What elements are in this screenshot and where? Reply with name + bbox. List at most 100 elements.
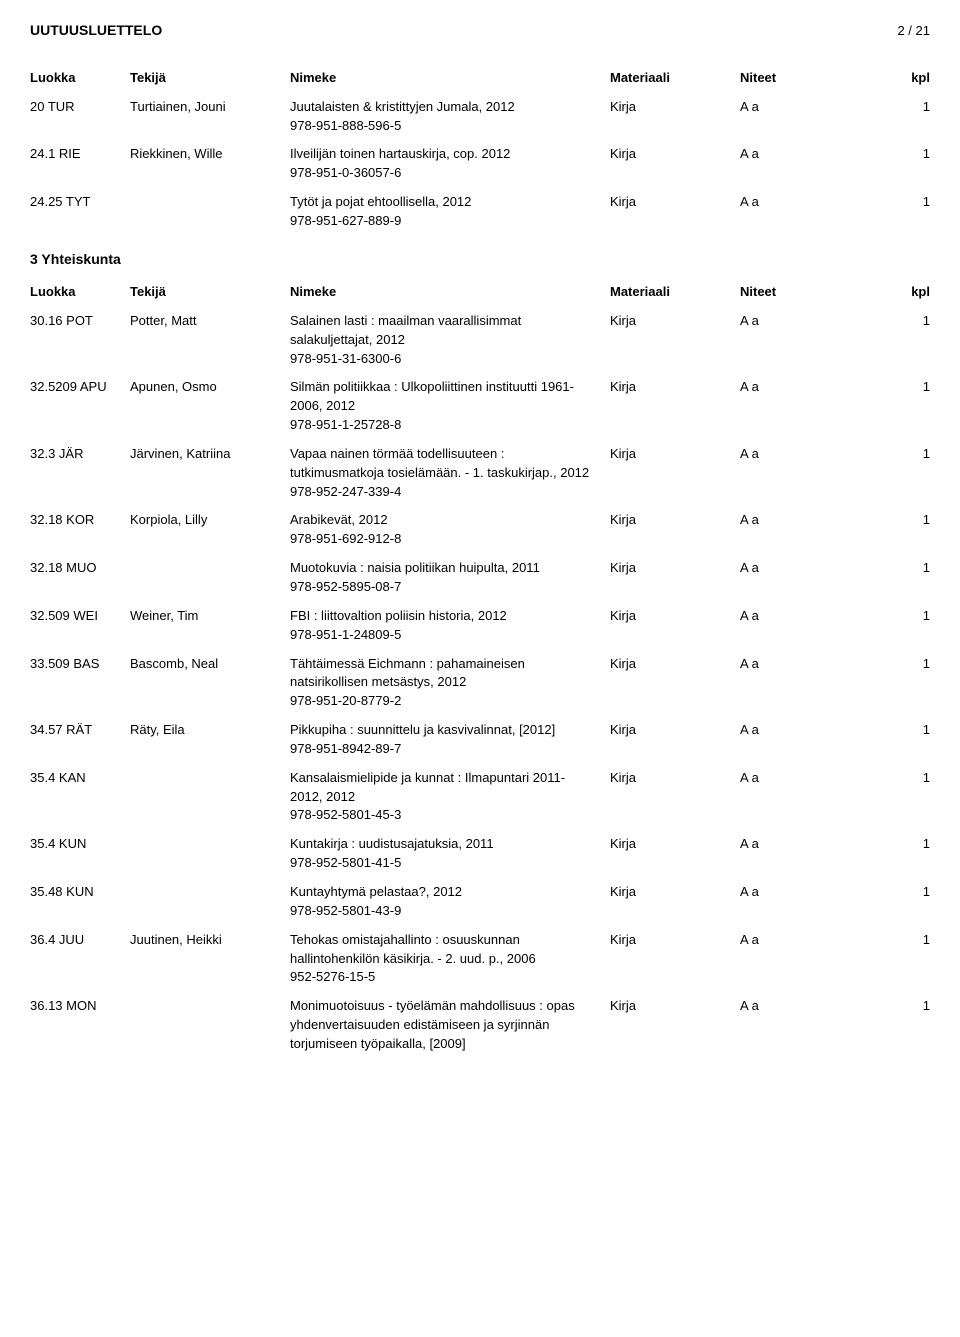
cell-tekija: Korpiola, Lilly [130,511,290,530]
cell-niteet: A a [740,721,870,740]
cell-nimeke: Vapaa nainen törmää todellisuuteen : tut… [290,445,610,502]
cell-tekija: Turtiainen, Jouni [130,98,290,117]
nimeke-title: FBI : liittovaltion poliisin historia, 2… [290,607,590,626]
cell-materiaali: Kirja [610,98,740,117]
table-row: 30.16 POTPotter, MattSalainen lasti : ma… [30,312,930,369]
nimeke-title: Ilveilijän toinen hartauskirja, cop. 201… [290,145,590,164]
document-title: UUTUUSLUETTELO [30,20,162,40]
cell-nimeke: Kuntakirja : uudistusajatuksia, 2011978-… [290,835,610,873]
cell-luokka: 35.4 KAN [30,769,130,788]
cell-niteet: A a [740,378,870,397]
nimeke-title: Silmän politiikkaa : Ulkopoliittinen ins… [290,378,590,416]
cell-materiaali: Kirja [610,769,740,788]
table-row: 35.4 KUN Kuntakirja : uudistusajatuksia, … [30,835,930,873]
cell-luokka: 32.5209 APU [30,378,130,397]
cell-nimeke: Salainen lasti : maailman vaarallisimmat… [290,312,610,369]
cell-tekija: Potter, Matt [130,312,290,331]
cell-niteet: A a [740,769,870,788]
cell-materiaali: Kirja [610,835,740,854]
cell-kpl: 1 [870,721,930,740]
cell-materiaali: Kirja [610,378,740,397]
cell-niteet: A a [740,193,870,212]
cell-luokka: 32.18 MUO [30,559,130,578]
cell-niteet: A a [740,559,870,578]
nimeke-isbn: 978-951-1-25728-8 [290,416,590,435]
cell-tekija: Juutinen, Heikki [130,931,290,950]
col-header-nimeke: Nimeke [290,283,610,302]
cell-kpl: 1 [870,931,930,950]
cell-nimeke: Kuntayhtymä pelastaa?, 2012978-952-5801-… [290,883,610,921]
nimeke-isbn: 978-951-627-889-9 [290,212,590,231]
nimeke-isbn: 978-951-888-596-5 [290,117,590,136]
col-header-niteet: Niteet [740,69,870,88]
nimeke-title: Salainen lasti : maailman vaarallisimmat… [290,312,590,350]
cell-niteet: A a [740,931,870,950]
cell-nimeke: Tähtäimessä Eichmann : pahamaineisen nat… [290,655,610,712]
cell-luokka: 35.4 KUN [30,835,130,854]
col-header-niteet: Niteet [740,283,870,302]
nimeke-isbn: 978-951-31-6300-6 [290,350,590,369]
nimeke-title: Juutalaisten & kristittyjen Jumala, 2012 [290,98,590,117]
nimeke-title: Kansalaismielipide ja kunnat : Ilmapunta… [290,769,590,807]
cell-kpl: 1 [870,378,930,397]
cell-materiaali: Kirja [610,931,740,950]
section1-rows: 20 TURTurtiainen, JouniJuutalaisten & kr… [30,98,930,231]
cell-nimeke: Tytöt ja pojat ehtoollisella, 2012978-95… [290,193,610,231]
table-row: 32.5209 APUApunen, OsmoSilmän politiikka… [30,378,930,435]
cell-niteet: A a [740,997,870,1016]
cell-materiaali: Kirja [610,312,740,331]
nimeke-isbn: 978-952-5895-08-7 [290,578,590,597]
cell-nimeke: Muotokuvia : naisia politiikan huipulta,… [290,559,610,597]
nimeke-title: Tähtäimessä Eichmann : pahamaineisen nat… [290,655,590,693]
cell-nimeke: Kansalaismielipide ja kunnat : Ilmapunta… [290,769,610,826]
table-row: 35.4 KAN Kansalaismielipide ja kunnat : I… [30,769,930,826]
table-row: 24.25 TYT Tytöt ja pojat ehtoollisella, 2… [30,193,930,231]
cell-materiaali: Kirja [610,883,740,902]
cell-nimeke: Tehokas omistajahallinto : osuuskunnan h… [290,931,610,988]
cell-nimeke: Juutalaisten & kristittyjen Jumala, 2012… [290,98,610,136]
cell-luokka: 36.13 MON [30,997,130,1016]
cell-niteet: A a [740,145,870,164]
cell-nimeke: Silmän politiikkaa : Ulkopoliittinen ins… [290,378,610,435]
cell-tekija: Apunen, Osmo [130,378,290,397]
table-row: 35.48 KUNKuntayhtymä pelastaa?, 2012978-… [30,883,930,921]
col-header-materiaali: Materiaali [610,69,740,88]
nimeke-title: Pikkupiha : suunnittelu ja kasvivalinnat… [290,721,590,740]
cell-niteet: A a [740,312,870,331]
cell-kpl: 1 [870,835,930,854]
document-header: UUTUUSLUETTELO 2 / 21 [30,20,930,41]
cell-niteet: A a [740,98,870,117]
cell-tekija: Weiner, Tim [130,607,290,626]
table-row: 32.18 MUO Muotokuvia : naisia politiikan … [30,559,930,597]
table-row: 20 TURTurtiainen, JouniJuutalaisten & kr… [30,98,930,136]
col-header-luokka: Luokka [30,69,130,88]
col-header-nimeke: Nimeke [290,69,610,88]
table-row: 36.13 MON Monimuotoisuus - työelämän mahd… [30,997,930,1054]
col-header-tekija: Tekijä [130,283,290,302]
cell-kpl: 1 [870,997,930,1016]
cell-nimeke: FBI : liittovaltion poliisin historia, 2… [290,607,610,645]
cell-materiaali: Kirja [610,511,740,530]
table-row: 34.57 RÄTRäty, EilaPikkupiha : suunnitte… [30,721,930,759]
cell-materiaali: Kirja [610,193,740,212]
cell-materiaali: Kirja [610,145,740,164]
col-header-kpl: kpl [870,69,930,88]
nimeke-isbn: 978-952-5801-43-9 [290,902,590,921]
cell-niteet: A a [740,655,870,674]
cell-nimeke: Monimuotoisuus - työelämän mahdollisuus … [290,997,610,1054]
nimeke-title: Kuntakirja : uudistusajatuksia, 2011 [290,835,590,854]
cell-kpl: 1 [870,655,930,674]
cell-kpl: 1 [870,193,930,212]
cell-kpl: 1 [870,445,930,464]
cell-tekija: Räty, Eila [130,721,290,740]
cell-niteet: A a [740,511,870,530]
cell-nimeke: Pikkupiha : suunnittelu ja kasvivalinnat… [290,721,610,759]
table-row: 36.4 JUUJuutinen, HeikkiTehokas omistaja… [30,931,930,988]
cell-luokka: 24.25 TYT [30,193,130,212]
nimeke-isbn: 978-951-1-24809-5 [290,626,590,645]
table-row: 32.509 WEIWeiner, TimFBI : liittovaltion… [30,607,930,645]
table-row: 24.1 RIERiekkinen, WilleIlveilijän toine… [30,145,930,183]
cell-kpl: 1 [870,769,930,788]
cell-nimeke: Ilveilijän toinen hartauskirja, cop. 201… [290,145,610,183]
cell-kpl: 1 [870,511,930,530]
